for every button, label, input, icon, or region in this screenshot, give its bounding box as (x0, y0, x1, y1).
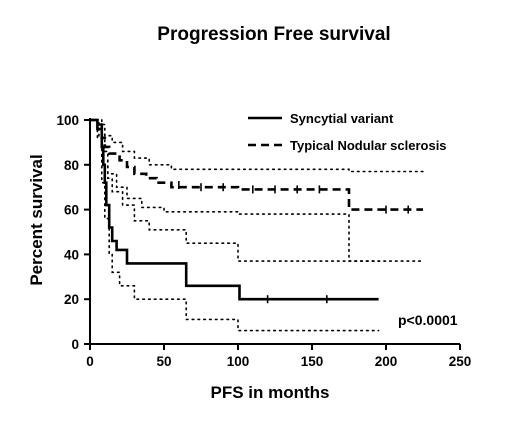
legend: Syncytial variant Typical Nodular sclero… (248, 111, 447, 153)
x-tick-label: 150 (301, 354, 324, 369)
x-tick-label: 100 (227, 354, 250, 369)
chart-title: Progression Free survival (157, 24, 390, 45)
legend-label-syncytial: Syncytial variant (290, 111, 394, 126)
series-lines (90, 118, 423, 304)
x-tick-label: 50 (156, 354, 171, 369)
y-tick-label: 60 (64, 203, 79, 218)
x-tick-label: 0 (86, 354, 94, 369)
legend-label-nodular: Typical Nodular sclerosis (290, 138, 447, 153)
series-line-syncytial-variant (90, 118, 379, 301)
y-tick-label: 0 (71, 337, 79, 352)
x-tick-label: 250 (449, 354, 472, 369)
p-value-annotation: p<0.0001 (398, 312, 458, 328)
series-line-typical-nodular-sclerosis (90, 118, 423, 211)
ci-band-typical-nodular-sclerosis-upper (89, 119, 424, 173)
x-axis-label: PFS in months (211, 383, 330, 402)
y-tick-label: 40 (64, 247, 79, 262)
y-tick-label: 100 (56, 113, 79, 128)
x-tick-label: 200 (375, 354, 398, 369)
ci-band-typical-nodular-sclerosis-lower (89, 119, 424, 262)
y-tick-label: 80 (64, 158, 79, 173)
y-tick-label: 20 (64, 292, 79, 307)
axes: 0 50 100 150 200 250 0 20 40 60 80 100 (56, 113, 471, 369)
y-axis-label: Percent survival (27, 154, 46, 285)
